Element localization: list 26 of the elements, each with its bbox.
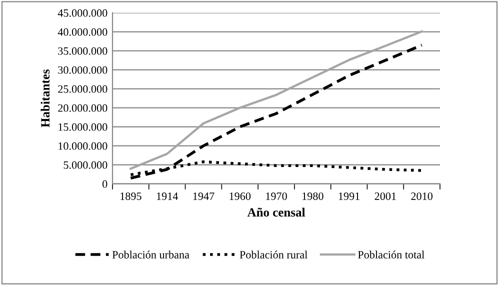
y-axis-title: Habitantes xyxy=(40,69,50,128)
x-tick-label: 1947 xyxy=(193,192,214,200)
y-tick-label: 40.000.000 xyxy=(58,28,108,36)
y-tick-label: 35.000.000 xyxy=(58,47,108,55)
y-tick-label: 5.000.000 xyxy=(64,161,108,169)
x-axis-title: Año censal xyxy=(247,208,306,217)
x-tick-label: 1895 xyxy=(120,192,142,200)
y-tick-label: 15.000.000 xyxy=(58,123,108,131)
x-tick-label: 1960 xyxy=(230,192,251,200)
x-tick-label: 1914 xyxy=(156,192,178,200)
y-tick-label: 0 xyxy=(102,180,108,188)
x-tick-label: 1970 xyxy=(266,192,287,200)
y-tick-label: 30.000.000 xyxy=(58,66,108,74)
line-series xyxy=(129,44,424,180)
x-tick-label: 1991 xyxy=(338,192,360,200)
legend-label: Población total xyxy=(358,250,424,258)
x-tick-label: 2001 xyxy=(374,192,396,200)
y-tick-label: 10.000.000 xyxy=(58,142,108,150)
legend-label: Población urbana xyxy=(112,250,190,258)
y-tick-label: 25.000.000 xyxy=(58,85,108,93)
legend-label: Población rural xyxy=(240,250,308,258)
y-tick-label: 20.000.000 xyxy=(58,104,108,112)
line-series xyxy=(130,30,423,170)
x-tick-label: 1980 xyxy=(302,192,324,200)
y-tick-label: 45.000.000 xyxy=(58,9,108,17)
x-tick-label: 2010 xyxy=(411,192,432,200)
